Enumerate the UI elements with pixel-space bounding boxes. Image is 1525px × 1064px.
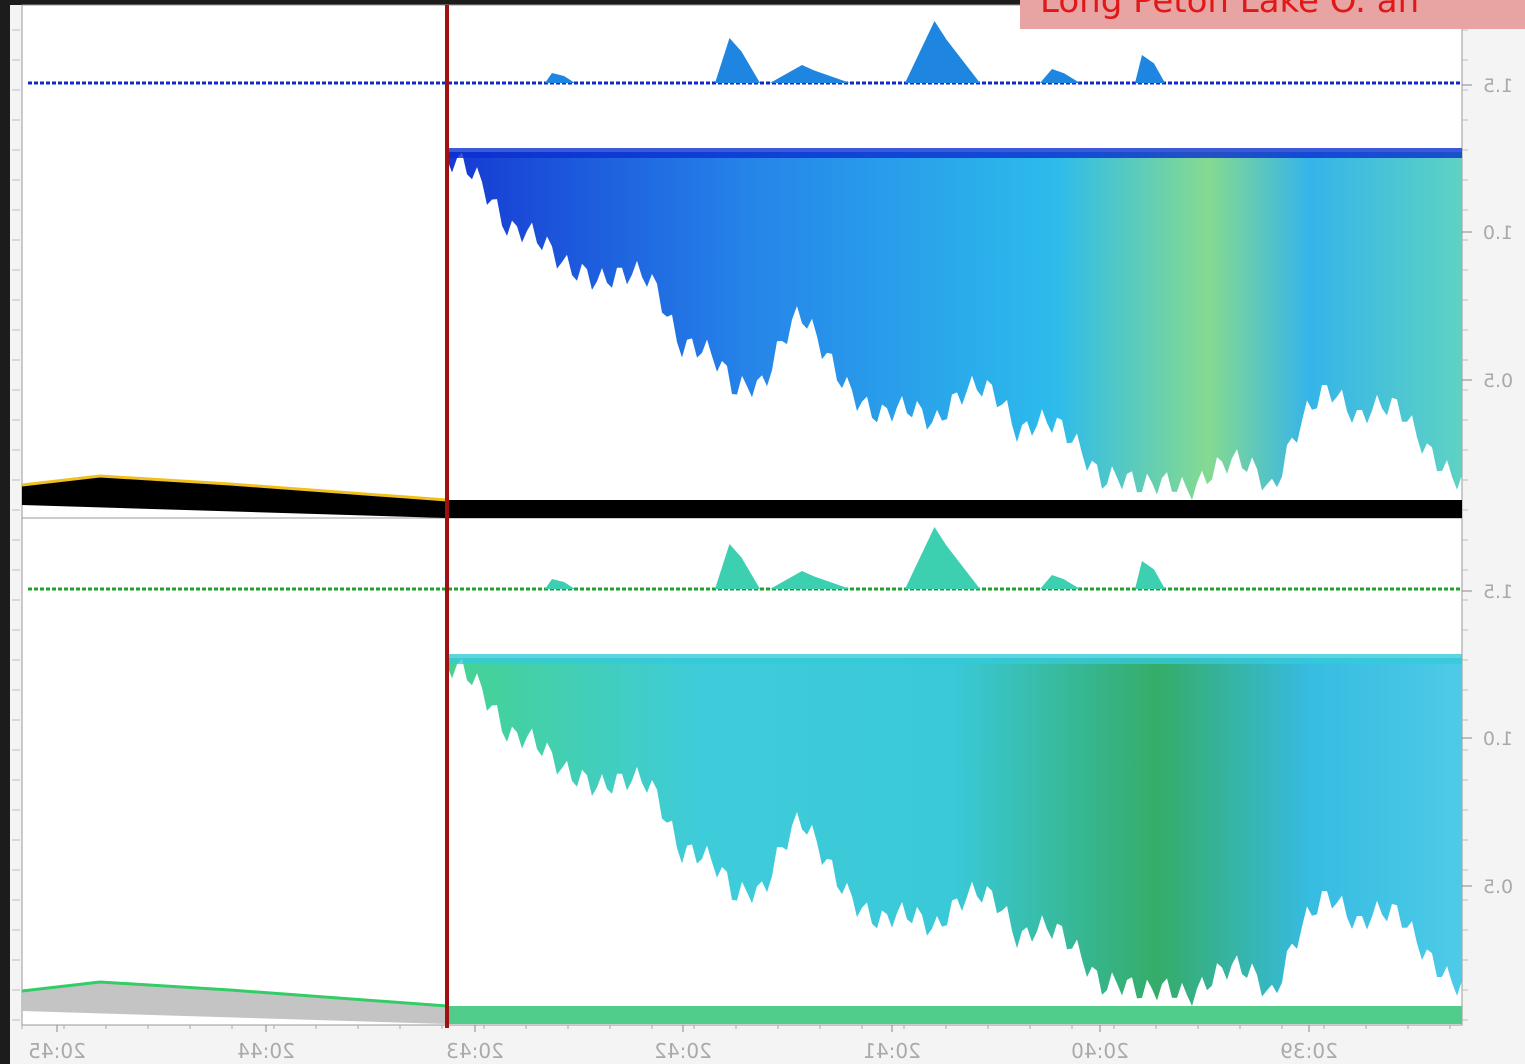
y-tick-label: 1.5 — [1483, 581, 1513, 603]
curtain-top-band — [447, 654, 1462, 664]
surface-band-right — [447, 1006, 1462, 1024]
x-tick-label: 20:43 — [446, 1039, 504, 1063]
y-tick-label: 0.5 — [1483, 876, 1513, 898]
lidar-screenshot: 20:45 20:44 20:43 20:42 20:41 20:40 20:39 1.5 1.… — [0, 0, 1525, 1064]
x-tick-label: 20:44 — [237, 1039, 295, 1063]
x-tick-label: 20:45 — [28, 1039, 86, 1063]
title: Long Peton Lake O. an — [1040, 0, 1419, 21]
x-tick-label: 20:39 — [1280, 1039, 1338, 1063]
x-tick-label: 20:40 — [1071, 1039, 1129, 1063]
y-tick-label: 0.5 — [1483, 370, 1513, 392]
curtain-top-band — [447, 148, 1462, 158]
x-tick-label: 20:41 — [863, 1039, 921, 1063]
y-tick-label: 1.0 — [1483, 222, 1513, 244]
y-tick-label: 1.5 — [1483, 75, 1513, 97]
y-tick-label: 1.0 — [1483, 728, 1513, 750]
x-tick-label: 20:42 — [654, 1039, 712, 1063]
